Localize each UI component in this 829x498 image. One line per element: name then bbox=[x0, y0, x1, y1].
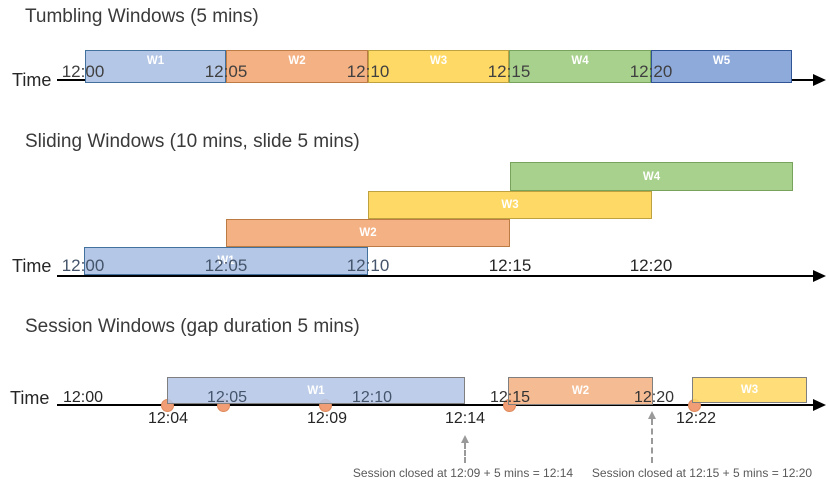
axis-tick-label: 12:05 bbox=[204, 256, 248, 275]
event-time-label: 12:14 bbox=[444, 410, 486, 427]
axis-tick-label: 12:00 bbox=[61, 256, 105, 275]
axis-tick-label: 12:10 bbox=[351, 389, 393, 406]
event-time-label: 12:04 bbox=[147, 410, 189, 427]
window-w4-box: W4 bbox=[509, 50, 651, 83]
session-closed-annotation: Session closed at 12:09 + 5 mins = 12:14 bbox=[352, 466, 574, 480]
window-label: W1 bbox=[307, 384, 325, 397]
window-label: W3 bbox=[740, 384, 759, 396]
window-label: W5 bbox=[712, 55, 731, 67]
axis-tick-label: 12:15 bbox=[489, 389, 531, 406]
window-label: W2 bbox=[288, 55, 306, 67]
event-time-label: 12:09 bbox=[306, 410, 348, 427]
window-w2-box: W2 bbox=[226, 219, 510, 247]
window-label: W3 bbox=[429, 55, 448, 67]
window-w5-box: W5 bbox=[651, 50, 792, 83]
window-w4-box: W4 bbox=[510, 162, 793, 191]
time-axis-arrowhead-icon bbox=[813, 270, 826, 282]
axis-tick-label: 12:00 bbox=[62, 389, 104, 406]
axis-tick-label: 12:10 bbox=[346, 62, 390, 81]
event-time-label: 12:22 bbox=[675, 410, 717, 427]
arrow-dashed-shaft bbox=[651, 419, 653, 463]
window-label: W4 bbox=[642, 170, 661, 183]
axis-tick-label: 12:00 bbox=[61, 62, 105, 81]
window-label: W1 bbox=[217, 255, 235, 267]
tumbling-section-title: Tumbling Windows (5 mins) bbox=[25, 6, 259, 27]
axis-tick-label: 12:20 bbox=[633, 389, 675, 406]
sliding-time-axis-label: Time bbox=[12, 256, 52, 276]
window-label: W2 bbox=[359, 227, 377, 239]
window-w1-box: W1 bbox=[84, 247, 368, 275]
window-w3-box: W3 bbox=[368, 191, 652, 219]
axis-tick-label: 12:05 bbox=[204, 62, 248, 81]
time-axis-line bbox=[57, 275, 813, 277]
window-w2-box: W2 bbox=[226, 50, 368, 83]
window-label: W2 bbox=[571, 385, 590, 397]
axis-tick-label: 12:20 bbox=[629, 256, 673, 275]
arrow-head-up-icon bbox=[648, 411, 656, 419]
window-label: W3 bbox=[501, 199, 519, 211]
sliding-section-title: Sliding Windows (10 mins, slide 5 mins) bbox=[25, 131, 360, 152]
time-axis-arrowhead-icon bbox=[813, 74, 826, 86]
time-axis-line bbox=[57, 404, 813, 406]
window-w1-box: W1 bbox=[85, 50, 226, 83]
axis-tick-label: 12:15 bbox=[488, 256, 532, 275]
window-label: W4 bbox=[571, 55, 589, 67]
session-closed-annotation: Session closed at 12:15 + 5 mins = 12:20 bbox=[591, 466, 813, 480]
arrow-head-up-icon bbox=[461, 435, 469, 443]
time-axis-arrowhead-icon bbox=[813, 399, 826, 411]
window-label: W1 bbox=[146, 55, 165, 67]
arrow-dashed-shaft bbox=[464, 443, 466, 463]
session-section-title: Session Windows (gap duration 5 mins) bbox=[25, 316, 360, 337]
axis-tick-label: 12:10 bbox=[346, 256, 390, 275]
tumbling-time-axis-label: Time bbox=[12, 70, 52, 90]
window-w1-box: W1 bbox=[167, 377, 465, 404]
window-w3-box: W3 bbox=[368, 50, 509, 83]
window-w2-box: W2 bbox=[508, 377, 653, 405]
window-w3-box: W3 bbox=[692, 377, 807, 403]
session-time-axis-label: Time bbox=[10, 388, 50, 408]
axis-tick-label: 12:20 bbox=[629, 62, 673, 81]
axis-tick-label: 12:05 bbox=[206, 389, 248, 406]
axis-tick-label: 12:15 bbox=[487, 62, 531, 81]
